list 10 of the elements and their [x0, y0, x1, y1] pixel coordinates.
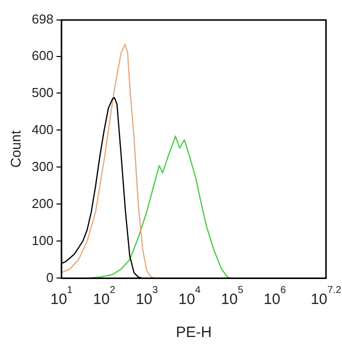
y-tick-label: 0	[46, 270, 54, 285]
y-axis-title: Count	[7, 130, 24, 168]
y-tick-label: 500	[32, 84, 54, 100]
y-tick-label: 200	[32, 196, 54, 211]
y-tick-label: 698	[32, 12, 54, 27]
y-tick-label: 600	[32, 48, 54, 63]
y-tick-label: 400	[32, 122, 54, 137]
y-tick-label: 100	[32, 232, 54, 248]
y-tick-label: 300	[32, 158, 54, 174]
x-axis-title: PE-H	[176, 324, 212, 342]
